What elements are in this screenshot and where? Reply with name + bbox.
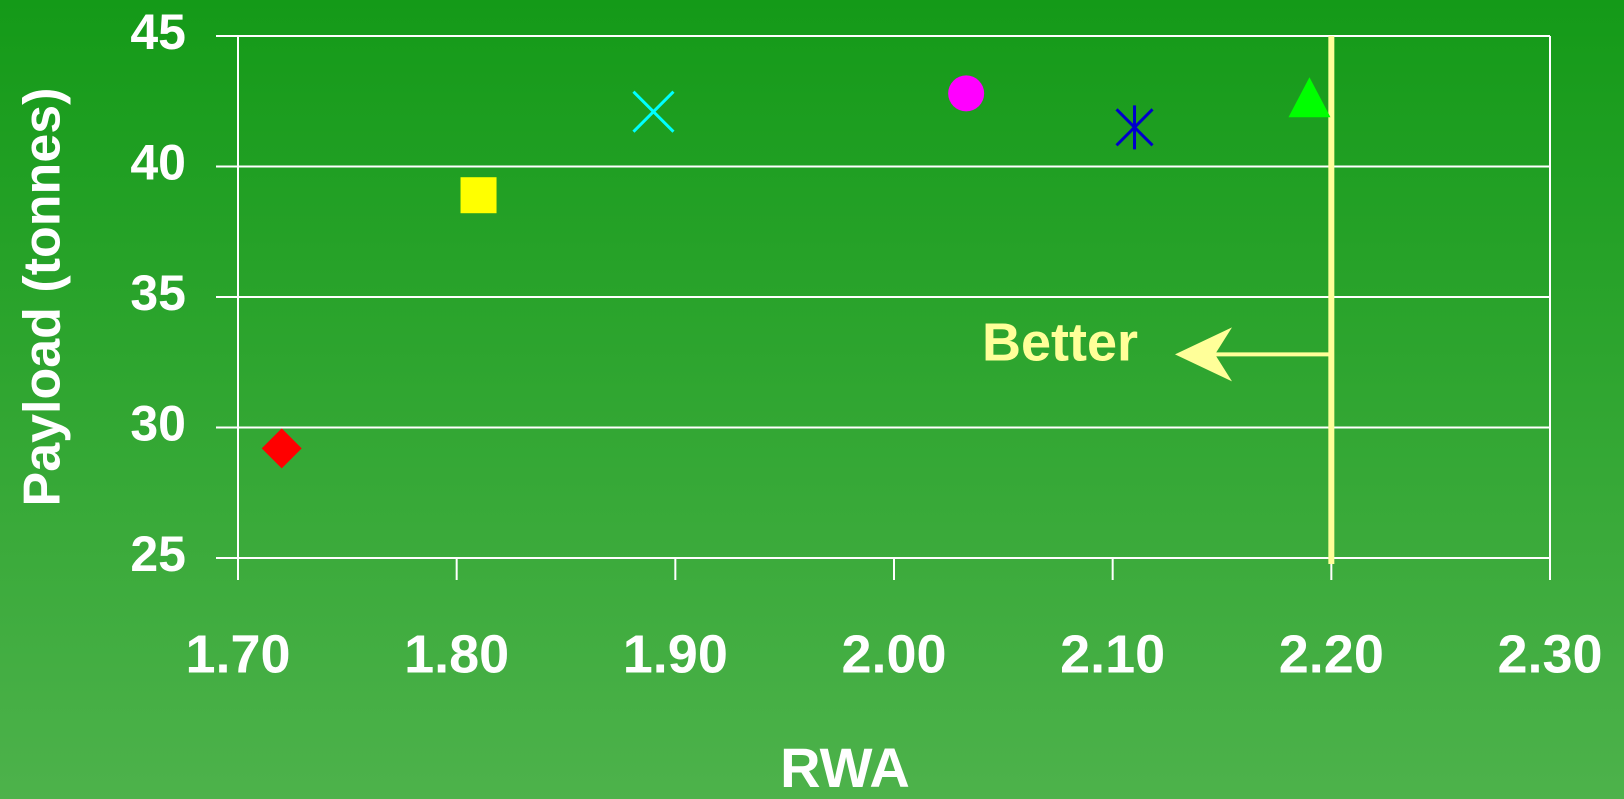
point — [948, 75, 985, 112]
x-tick-label: 2.10 — [1060, 624, 1165, 684]
x-tick-label: 1.90 — [623, 624, 728, 684]
y-tick-label: 45 — [130, 4, 186, 60]
x-tick-label: 1.80 — [404, 624, 509, 684]
point — [460, 177, 497, 214]
y-tick-label: 25 — [130, 526, 186, 582]
x-tick-label: 2.20 — [1279, 624, 1384, 684]
point — [632, 90, 675, 133]
y-tick-label: 30 — [130, 396, 186, 452]
point — [1115, 105, 1154, 150]
y-tick-label: 35 — [130, 265, 186, 321]
point — [1288, 77, 1331, 118]
y-tick-label: 40 — [130, 135, 186, 191]
x-tick-label: 2.00 — [841, 624, 946, 684]
x-axis-label: RWA — [780, 736, 910, 799]
arrow-head — [1175, 327, 1232, 382]
y-axis-label: Payload (tonnes) — [14, 88, 72, 507]
x-tick-label: 1.70 — [185, 624, 290, 684]
x-tick-label: 2.30 — [1497, 624, 1602, 684]
point — [261, 428, 302, 469]
annotation: Better — [982, 313, 1138, 373]
